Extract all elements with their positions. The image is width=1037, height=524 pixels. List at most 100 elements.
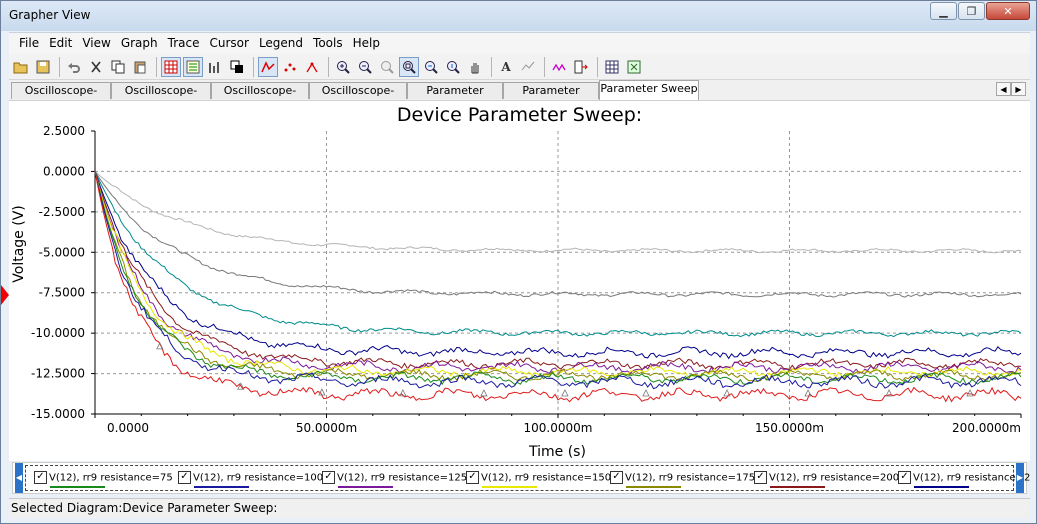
menu-graph[interactable]: Graph (120, 36, 158, 50)
series-marker (642, 389, 650, 397)
tab-oscilloscope-xsc1[interactable]: Oscilloscope-XSC1 (11, 82, 111, 113)
series-line (94, 171, 1022, 338)
x-tick-label: 100.0000m (524, 421, 593, 435)
legend-checkbox[interactable]: ✓ (754, 471, 767, 484)
legend-scroll-left-icon[interactable]: ◀ (15, 463, 23, 493)
menu-help[interactable]: Help (352, 36, 380, 50)
page-icon[interactable] (227, 57, 247, 77)
toolbar-separator (328, 56, 329, 77)
y-axis-label: Voltage (V) (11, 205, 27, 283)
toolbar: A (9, 54, 1030, 80)
y-tick-label: 2.5000 (43, 124, 85, 138)
legend-checkbox[interactable]: ✓ (178, 471, 191, 484)
legend-swatch (770, 486, 825, 488)
tab-oscilloscope-xsc1[interactable]: Oscilloscope-XSC1 (211, 82, 309, 113)
chart-title: Device Parameter Sweep: (396, 104, 643, 126)
export-spreadsheet-icon[interactable] (624, 57, 644, 77)
menu-edit[interactable]: Edit (49, 36, 73, 50)
menu-trace[interactable]: Trace (167, 36, 200, 50)
zoom-y-icon[interactable] (443, 57, 463, 77)
cut-icon[interactable] (86, 57, 106, 77)
legend-swatch (338, 486, 393, 488)
legend-scroll-right-icon[interactable]: ▶ (1016, 463, 1024, 493)
series-marker (399, 388, 407, 397)
legend-item[interactable]: ✓ V(12), rr9 resistance=200 (754, 471, 900, 488)
menu-view[interactable]: View (82, 36, 111, 50)
menu-cursor[interactable]: Cursor (209, 36, 249, 50)
close-button[interactable]: ✕ (986, 2, 1030, 20)
tab-oscilloscope-xsc1[interactable]: Oscilloscope-XSC1 (309, 82, 407, 113)
properties-icon[interactable] (205, 57, 225, 77)
tab-strip: Oscilloscope-XSC1 Oscilloscope-XSC1 Osci… (9, 80, 1030, 113)
table-icon[interactable] (602, 57, 622, 77)
status-bar: Selected Diagram:Device Parameter Sweep: (9, 498, 1030, 518)
tab-scroll-right-icon[interactable]: ▶ (1011, 82, 1026, 96)
y-tick-label: -10.0000 (31, 326, 85, 340)
text-icon[interactable]: A (501, 59, 511, 74)
legend-item[interactable]: ✓ V(12), rr9 resistance=125 (322, 471, 467, 488)
title-bar[interactable]: Grapher View ▁ ❐ ✕ (1, 1, 1036, 31)
legend-swatch (626, 486, 681, 488)
tab-oscilloscope-xsc1[interactable]: Oscilloscope-XSC1 (111, 82, 211, 113)
export-icon[interactable] (571, 57, 591, 77)
legend-swatch (914, 486, 969, 488)
legend-checkbox[interactable]: ✓ (610, 471, 623, 484)
open-icon[interactable] (11, 57, 31, 77)
series-marker (318, 388, 326, 396)
toolbar-separator (156, 56, 157, 77)
selected-diagram-marker (1, 285, 9, 305)
legend-icon[interactable] (183, 56, 203, 77)
legend-checkbox[interactable]: ✓ (898, 471, 911, 484)
window-title: Grapher View (9, 8, 91, 22)
legend-item[interactable]: ✓ V(12), rr9 resistance=2 (898, 471, 1031, 488)
legend-checkbox[interactable]: ✓ (466, 471, 479, 484)
series-line (94, 171, 1022, 390)
tab-parameter-sweep[interactable]: Parameter Sweep (407, 82, 503, 113)
save-icon[interactable] (33, 57, 53, 77)
tab-parameter-sweep[interactable]: Parameter Sweep (503, 82, 599, 113)
pan-hand-icon[interactable] (465, 57, 485, 77)
x-axis-label: Time (s) (529, 444, 586, 460)
plot-panel[interactable]: Device Parameter Sweep: 2.5000 0.0000 -2.5… (9, 100, 1030, 461)
menu-tools[interactable]: Tools (313, 36, 343, 50)
undo-icon[interactable] (64, 57, 84, 77)
line-dot-trace-icon[interactable] (302, 57, 322, 77)
line-trace-icon[interactable] (258, 56, 278, 77)
y-tick-label: -12.5000 (31, 367, 85, 381)
zoom-area-icon[interactable] (399, 56, 419, 77)
restore-button[interactable]: ❐ (958, 2, 985, 20)
series-marker (480, 389, 488, 397)
legend-item[interactable]: ✓ V(12), rr9 resistance=75 (34, 471, 173, 488)
grid-icon[interactable] (161, 56, 181, 77)
zoom-in-icon[interactable] (333, 57, 353, 77)
minimize-button[interactable]: ▁ (930, 2, 957, 20)
zoom-x-icon[interactable] (421, 57, 441, 77)
tab-scroll-left-icon[interactable]: ◀ (996, 82, 1011, 96)
zoom-out-icon[interactable] (355, 57, 375, 77)
copy-icon[interactable] (108, 57, 128, 77)
menu-legend[interactable]: Legend (258, 36, 304, 50)
series-line (94, 171, 1022, 403)
legend-item-label: V(12), rr9 resistance=2 (913, 472, 1031, 484)
legend-item[interactable]: ✓ V(12), rr9 resistance=100 (178, 471, 323, 488)
legend-item-label: V(12), rr9 resistance=200 (769, 472, 900, 484)
overlay-traces-icon[interactable] (549, 57, 569, 77)
label-icon[interactable] (518, 57, 538, 77)
y-tick-label: 0.0000 (43, 164, 85, 178)
x-tick-label: 0.0000 (107, 421, 149, 435)
menu-file[interactable]: File (19, 36, 40, 50)
paste-icon[interactable] (130, 57, 150, 77)
tab-parameter-sweep-active[interactable]: Parameter Sweep (599, 80, 699, 100)
legend-item[interactable]: ✓ V(12), rr9 resistance=150 (466, 471, 611, 488)
series-line (94, 171, 1022, 360)
chart-svg[interactable]: 2.5000 0.0000 -2.5000 -5.0000 -7.5000 -10.000… (9, 101, 1030, 441)
series-line (94, 171, 1022, 298)
legend-swatch (482, 486, 537, 488)
series-marker (885, 389, 893, 397)
legend-checkbox[interactable]: ✓ (34, 471, 47, 484)
zoom-fit-icon[interactable] (377, 57, 397, 77)
legend-checkbox[interactable]: ✓ (322, 471, 335, 484)
dot-trace-icon[interactable] (280, 57, 300, 77)
y-tick-label: -15.0000 (31, 407, 85, 421)
legend-item[interactable]: ✓ V(12), rr9 resistance=175 (610, 471, 755, 488)
